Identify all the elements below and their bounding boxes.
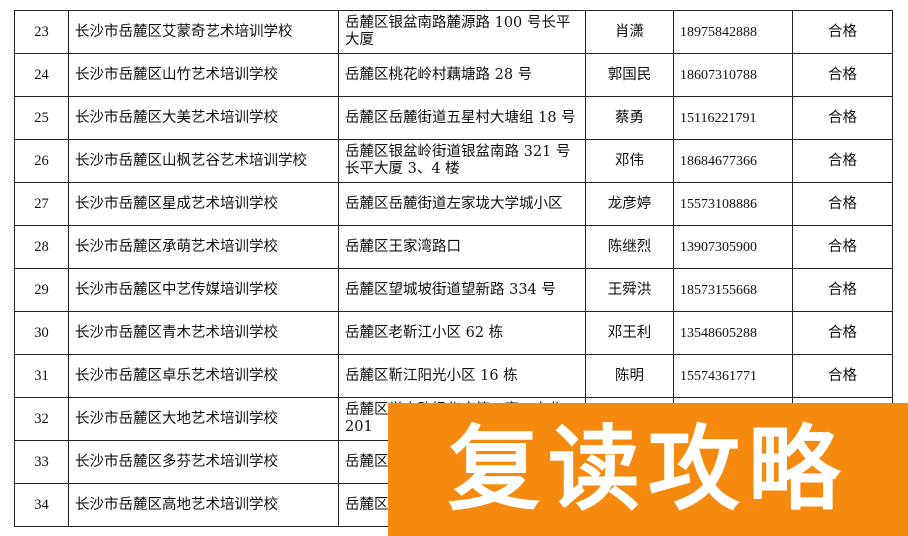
- school-name: 长沙市岳麓区承萌艺术培训学校: [68, 225, 339, 269]
- inspection-result: 合格: [792, 354, 893, 398]
- school-name: 长沙市岳麓区大美艺术培训学校: [68, 96, 339, 140]
- school-name: 长沙市岳麓区星成艺术培训学校: [68, 182, 339, 226]
- table-row: 26 长沙市岳麓区山枫艺谷艺术培训学校 岳麓区银盆岭街道银盆南路 321 号长平大厦…: [14, 139, 893, 183]
- contact-person: 龙彦婷: [585, 182, 674, 226]
- school-name: 长沙市岳麓区多芬艺术培训学校: [68, 440, 339, 484]
- school-address: 岳麓区靳江阳光小区 16 栋: [338, 354, 586, 398]
- contact-person: 陈明: [585, 354, 674, 398]
- school-address: 岳麓区岳麓街道左家垅大学城小区: [338, 182, 586, 226]
- phone-number: 15573108886: [673, 182, 793, 226]
- watermark-text: 复读攻略: [447, 415, 848, 523]
- school-name: 长沙市岳麓区青木艺术培训学校: [68, 311, 339, 355]
- inspection-result: 合格: [792, 225, 893, 269]
- row-number: 27: [14, 182, 69, 226]
- school-name: 长沙市岳麓区高地艺术培训学校: [68, 483, 339, 527]
- table-row: 28 长沙市岳麓区承萌艺术培训学校 岳麓区王家湾路口 陈继烈 13907305900 合格: [14, 225, 893, 269]
- inspection-result: 合格: [792, 96, 893, 140]
- school-address: 岳麓区银盆岭街道银盆南路 321 号长平大厦 3、4 楼: [338, 139, 586, 183]
- phone-number: 13548605288: [673, 311, 793, 355]
- table-row: 30 长沙市岳麓区青木艺术培训学校 岳麓区老靳江小区 62 栋邓王利 13548605…: [14, 311, 893, 355]
- school-name: 长沙市岳麓区山竹艺术培训学校: [68, 53, 339, 97]
- table-row: 23 长沙市岳麓区艾蒙奇艺术培训学校 岳麓区银盆南路麓源路 100 号长平大厦 肖潇 1…: [14, 10, 893, 54]
- watermark-banner: 复读攻略: [388, 403, 908, 536]
- table-row: 24 长沙市岳麓区山竹艺术培训学校 岳麓区桃花岭村藕塘路 28 号郭国民 186073…: [14, 53, 893, 97]
- inspection-result: 合格: [792, 311, 893, 355]
- row-number: 25: [14, 96, 69, 140]
- phone-number: 15116221791: [673, 96, 793, 140]
- school-name: 长沙市岳麓区中艺传媒培训学校: [68, 268, 339, 312]
- row-number: 31: [14, 354, 69, 398]
- school-address: 岳麓区望城坡街道望新路 334 号: [338, 268, 586, 312]
- contact-person: 邓王利: [585, 311, 674, 355]
- phone-number: 18573155668: [673, 268, 793, 312]
- row-number: 33: [14, 440, 69, 484]
- row-number: 30: [14, 311, 69, 355]
- row-number: 28: [14, 225, 69, 269]
- school-name: 长沙市岳麓区山枫艺谷艺术培训学校: [68, 139, 339, 183]
- contact-person: 肖潇: [585, 10, 674, 54]
- school-address: 岳麓区岳麓街道五星村大塘组 18 号: [338, 96, 586, 140]
- school-address: 岳麓区桃花岭村藕塘路 28 号: [338, 53, 586, 97]
- row-number: 23: [14, 10, 69, 54]
- phone-number: 15574361771: [673, 354, 793, 398]
- inspection-result: 合格: [792, 182, 893, 226]
- table-row: 31 长沙市岳麓区卓乐艺术培训学校 岳麓区靳江阳光小区 16 栋陈明 15574361…: [14, 354, 893, 398]
- school-address: 岳麓区王家湾路口: [338, 225, 586, 269]
- contact-person: 蔡勇: [585, 96, 674, 140]
- contact-person: 王舜洪: [585, 268, 674, 312]
- row-number: 34: [14, 483, 69, 527]
- phone-number: 13907305900: [673, 225, 793, 269]
- school-address: 岳麓区老靳江小区 62 栋: [338, 311, 586, 355]
- inspection-result: 合格: [792, 139, 893, 183]
- table-row: 25 长沙市岳麓区大美艺术培训学校 岳麓区岳麓街道五星村大塘组 18 号蔡勇 1511…: [14, 96, 893, 140]
- row-number: 32: [14, 397, 69, 441]
- row-number: 24: [14, 53, 69, 97]
- phone-number: 18975842888: [673, 10, 793, 54]
- row-number: 29: [14, 268, 69, 312]
- phone-number: 18607310788: [673, 53, 793, 97]
- inspection-result: 合格: [792, 268, 893, 312]
- contact-person: 陈继烈: [585, 225, 674, 269]
- row-number: 26: [14, 139, 69, 183]
- table-row: 29 长沙市岳麓区中艺传媒培训学校 岳麓区望城坡街道望新路 334 号王舜洪 1857…: [14, 268, 893, 312]
- contact-person: 邓伟: [585, 139, 674, 183]
- school-name: 长沙市岳麓区艾蒙奇艺术培训学校: [68, 10, 339, 54]
- inspection-result: 合格: [792, 10, 893, 54]
- inspection-result: 合格: [792, 53, 893, 97]
- school-name: 长沙市岳麓区大地艺术培训学校: [68, 397, 339, 441]
- table-row: 27 长沙市岳麓区星成艺术培训学校 岳麓区岳麓街道左家垅大学城小区 龙彦婷 155731…: [14, 182, 893, 226]
- school-address: 岳麓区银盆南路麓源路 100 号长平大厦: [338, 10, 586, 54]
- phone-number: 18684677366: [673, 139, 793, 183]
- contact-person: 郭国民: [585, 53, 674, 97]
- school-name: 长沙市岳麓区卓乐艺术培训学校: [68, 354, 339, 398]
